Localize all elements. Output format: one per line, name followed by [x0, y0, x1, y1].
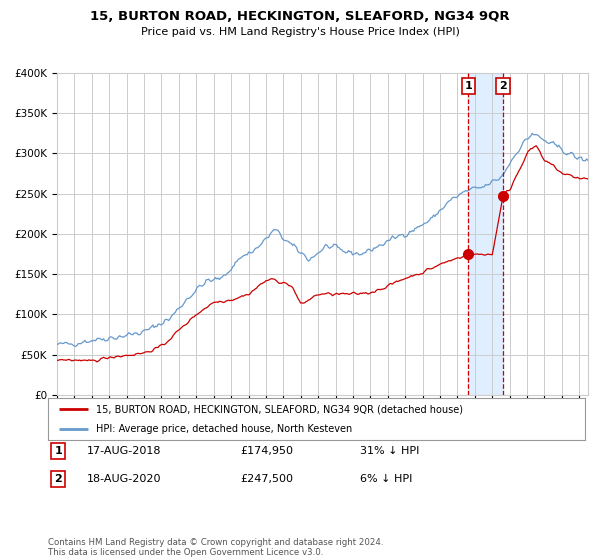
- Text: 18-AUG-2020: 18-AUG-2020: [87, 474, 161, 484]
- Text: 1: 1: [55, 446, 62, 456]
- Text: 1: 1: [464, 81, 472, 91]
- Text: 15, BURTON ROAD, HECKINGTON, SLEAFORD, NG34 9QR: 15, BURTON ROAD, HECKINGTON, SLEAFORD, N…: [90, 10, 510, 23]
- Text: Contains HM Land Registry data © Crown copyright and database right 2024.
This d: Contains HM Land Registry data © Crown c…: [48, 538, 383, 557]
- Text: HPI: Average price, detached house, North Kesteven: HPI: Average price, detached house, Nort…: [97, 424, 353, 434]
- Text: 2: 2: [55, 474, 62, 484]
- Text: 15, BURTON ROAD, HECKINGTON, SLEAFORD, NG34 9QR (detached house): 15, BURTON ROAD, HECKINGTON, SLEAFORD, N…: [97, 404, 463, 414]
- Text: 2: 2: [499, 81, 507, 91]
- Bar: [469, 73, 503, 395]
- Text: 6% ↓ HPI: 6% ↓ HPI: [360, 474, 412, 484]
- Text: 17-AUG-2018: 17-AUG-2018: [87, 446, 161, 456]
- Text: £247,500: £247,500: [240, 474, 293, 484]
- Text: £174,950: £174,950: [240, 446, 293, 456]
- Text: Price paid vs. HM Land Registry's House Price Index (HPI): Price paid vs. HM Land Registry's House …: [140, 27, 460, 37]
- Text: 31% ↓ HPI: 31% ↓ HPI: [360, 446, 419, 456]
